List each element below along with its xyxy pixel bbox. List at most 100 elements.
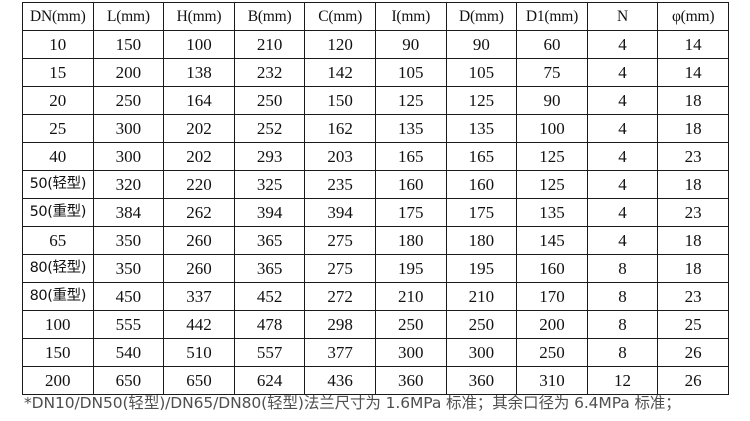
table-cell: 100 bbox=[516, 114, 588, 143]
table-cell: 377 bbox=[304, 338, 376, 367]
cell-dn: 15 bbox=[22, 58, 94, 87]
table-body: 10 150 100 210 120 90 90 60 4 14 15 200 138 232 142 105… bbox=[22, 30, 729, 395]
cell-dn: 100 bbox=[22, 310, 94, 339]
flange-dimension-table-container: DN(mm) L(mm) H(mm) B(mm) C(mm) I(mm) D(m… bbox=[22, 2, 729, 395]
table-cell: 125 bbox=[445, 86, 518, 115]
table-row: 80(轻型) 350 260 365 275 195 195 160 8 18 bbox=[22, 254, 729, 283]
table-cell: 260 bbox=[163, 254, 235, 283]
table-cell: 18 bbox=[657, 170, 729, 199]
cell-dn: 80(重型) bbox=[22, 282, 94, 311]
table-row: 25 300 202 252 162 135 135 100 4 18 bbox=[22, 114, 729, 143]
table-cell: 90 bbox=[374, 30, 447, 59]
table-cell: 4 bbox=[586, 226, 659, 255]
table-cell: 145 bbox=[516, 226, 588, 255]
cell-dn: 80(轻型) bbox=[22, 254, 94, 283]
table-cell: 510 bbox=[163, 338, 235, 367]
flange-dimension-table: DN(mm) L(mm) H(mm) B(mm) C(mm) I(mm) D(m… bbox=[22, 2, 729, 395]
table-cell: 164 bbox=[163, 86, 235, 115]
cell-dn: 200 bbox=[22, 366, 94, 395]
table-cell: 275 bbox=[304, 254, 376, 283]
column-header-d: D(mm) bbox=[445, 2, 518, 31]
table-cell: 105 bbox=[445, 58, 518, 87]
table-row: 40 300 202 293 203 165 165 125 4 23 bbox=[22, 142, 729, 171]
table-row: 50(重型) 384 262 394 394 175 175 135 4 23 bbox=[22, 198, 729, 227]
column-header-i: I(mm) bbox=[374, 2, 447, 31]
table-cell: 250 bbox=[233, 86, 306, 115]
table-cell: 650 bbox=[92, 366, 165, 395]
table-row: 150 540 510 557 377 300 300 250 8 26 bbox=[22, 338, 729, 367]
table-cell: 210 bbox=[374, 282, 447, 311]
table-cell: 200 bbox=[516, 310, 588, 339]
table-header: DN(mm) L(mm) H(mm) B(mm) C(mm) I(mm) D(m… bbox=[22, 2, 729, 31]
table-cell: 125 bbox=[516, 170, 588, 199]
table-cell: 300 bbox=[92, 114, 165, 143]
table-cell: 8 bbox=[586, 310, 659, 339]
table-cell: 360 bbox=[374, 366, 447, 395]
cell-dn: 65 bbox=[22, 226, 94, 255]
table-cell: 365 bbox=[233, 254, 306, 283]
table-cell: 540 bbox=[92, 338, 165, 367]
table-cell: 165 bbox=[374, 142, 447, 171]
table-cell: 624 bbox=[233, 366, 306, 395]
cell-dn: 10 bbox=[22, 30, 94, 59]
table-cell: 142 bbox=[304, 58, 376, 87]
table-cell: 100 bbox=[163, 30, 235, 59]
table-cell: 250 bbox=[516, 338, 588, 367]
table-cell: 202 bbox=[163, 142, 235, 171]
table-cell: 105 bbox=[374, 58, 447, 87]
table-cell: 23 bbox=[657, 198, 729, 227]
table-row: 200 650 650 624 436 360 360 310 12 26 bbox=[22, 366, 729, 395]
column-header-c: C(mm) bbox=[304, 2, 376, 31]
table-cell: 394 bbox=[233, 198, 306, 227]
table-cell: 175 bbox=[445, 198, 518, 227]
table-row: 10 150 100 210 120 90 90 60 4 14 bbox=[22, 30, 729, 59]
table-cell: 250 bbox=[374, 310, 447, 339]
table-cell: 250 bbox=[445, 310, 518, 339]
cell-dn: 20 bbox=[22, 86, 94, 115]
table-cell: 232 bbox=[233, 58, 306, 87]
table-cell: 210 bbox=[233, 30, 306, 59]
table-cell: 8 bbox=[586, 282, 659, 311]
table-cell: 23 bbox=[657, 142, 729, 171]
table-header-row: DN(mm) L(mm) H(mm) B(mm) C(mm) I(mm) D(m… bbox=[22, 2, 729, 31]
table-cell: 160 bbox=[516, 254, 588, 283]
table-cell: 252 bbox=[233, 114, 306, 143]
cell-dn: 50(重型) bbox=[22, 198, 94, 227]
table-cell: 293 bbox=[233, 142, 306, 171]
table-cell: 220 bbox=[163, 170, 235, 199]
table-cell: 160 bbox=[445, 170, 518, 199]
table-cell: 195 bbox=[445, 254, 518, 283]
table-cell: 138 bbox=[163, 58, 235, 87]
footnote-note: *DN10/DN50(轻型)/DN65/DN80(轻型)法兰尺寸为 1.6MPa… bbox=[24, 394, 681, 412]
table-cell: 200 bbox=[92, 58, 165, 87]
cell-dn: 25 bbox=[22, 114, 94, 143]
column-header-d1: D1(mm) bbox=[516, 2, 588, 31]
table-cell: 202 bbox=[163, 114, 235, 143]
table-cell: 18 bbox=[657, 254, 729, 283]
table-cell: 120 bbox=[304, 30, 376, 59]
table-cell: 478 bbox=[233, 310, 306, 339]
table-cell: 300 bbox=[445, 338, 518, 367]
table-cell: 4 bbox=[586, 198, 659, 227]
table-cell: 14 bbox=[657, 58, 729, 87]
table-cell: 90 bbox=[445, 30, 518, 59]
table-cell: 300 bbox=[92, 142, 165, 171]
table-cell: 320 bbox=[92, 170, 165, 199]
table-cell: 452 bbox=[233, 282, 306, 311]
table-cell: 298 bbox=[304, 310, 376, 339]
table-cell: 180 bbox=[445, 226, 518, 255]
column-header-l: L(mm) bbox=[92, 2, 165, 31]
table-cell: 436 bbox=[304, 366, 376, 395]
column-header-dn: DN(mm) bbox=[22, 2, 94, 31]
table-cell: 26 bbox=[657, 338, 729, 367]
table-cell: 203 bbox=[304, 142, 376, 171]
table-cell: 384 bbox=[92, 198, 165, 227]
table-cell: 360 bbox=[445, 366, 518, 395]
table-cell: 350 bbox=[92, 226, 165, 255]
table-cell: 60 bbox=[516, 30, 588, 59]
column-header-b: B(mm) bbox=[233, 2, 306, 31]
column-header-n: N bbox=[586, 2, 659, 31]
table-cell: 135 bbox=[516, 198, 588, 227]
table-cell: 8 bbox=[586, 254, 659, 283]
